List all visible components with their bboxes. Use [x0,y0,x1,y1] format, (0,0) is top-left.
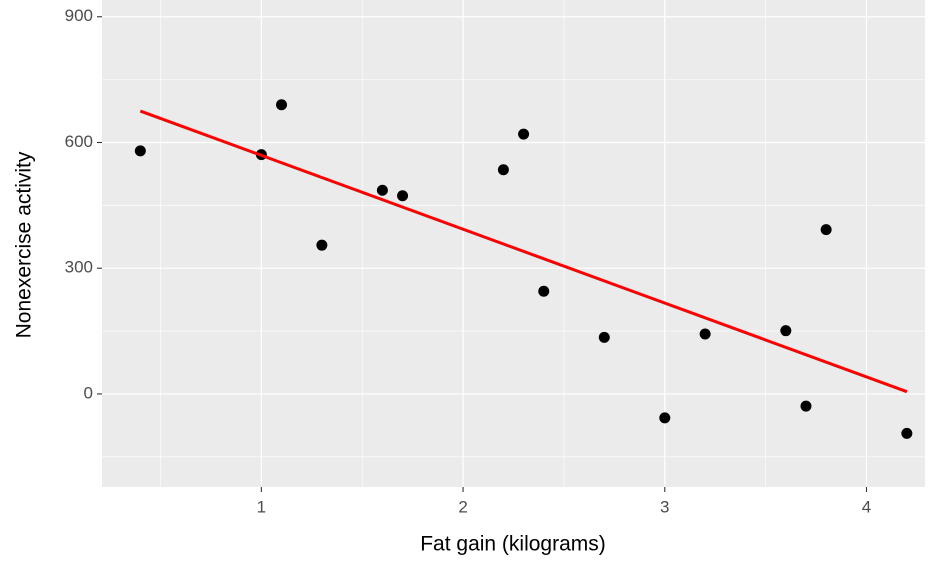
point [800,400,812,412]
point [497,164,509,176]
point [699,328,711,340]
x-tick-label: 2 [458,497,467,516]
point [397,190,409,202]
point [518,128,530,140]
x-tick-label: 3 [660,497,669,516]
y-tick-label: 600 [65,132,93,151]
point [376,184,388,196]
point [598,331,610,343]
y-axis-title: Nonexercise activity [13,151,36,338]
point [659,412,671,424]
y-tick-label: 300 [65,258,93,277]
y-tick-label: 0 [84,383,93,402]
panel [102,0,925,487]
point [134,145,146,157]
point [316,239,328,251]
point [276,99,288,111]
x-axis-title: Fat gain (kilograms) [420,533,606,556]
y-tick-label: 900 [65,6,93,25]
point [820,224,832,236]
point [780,325,792,337]
point [538,285,550,297]
fit-line [139,109,908,394]
point [901,427,913,439]
x-tick-label: 4 [862,497,871,516]
x-tick-label: 1 [257,497,266,516]
